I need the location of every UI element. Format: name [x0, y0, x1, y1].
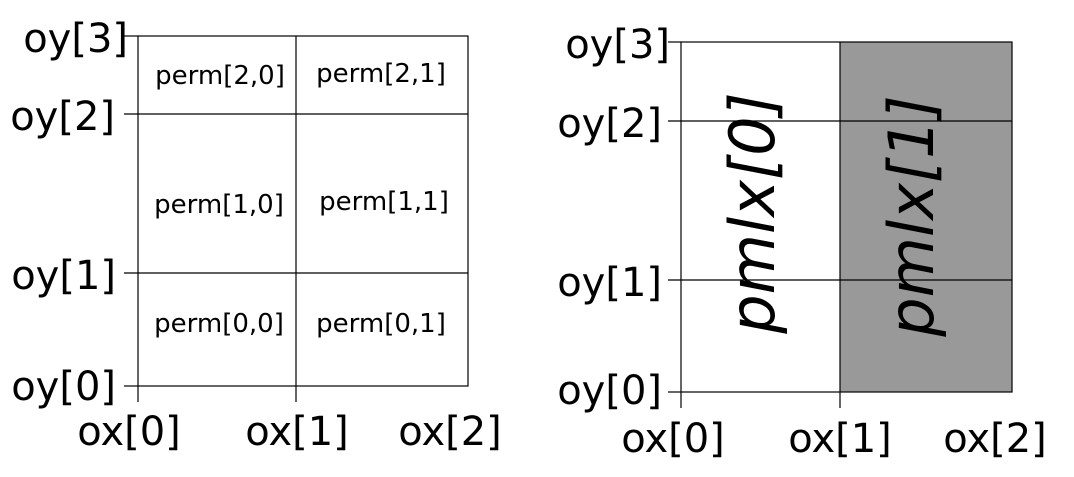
right-grid-border — [680, 41, 1013, 393]
left-x-label-1: ox[1] — [245, 409, 349, 455]
right-y-label-1: oy[1] — [557, 260, 662, 306]
column-label-pmlx-1: pmlx[1] — [875, 95, 948, 338]
cell-perm-0-1: perm[0,1] — [316, 309, 446, 339]
right-x-label-0: ox[0] — [621, 416, 725, 462]
right-x-label-2: ox[2] — [943, 416, 1047, 462]
left-x-label-0: ox[0] — [77, 409, 181, 455]
left-y-label-3: oy[3] — [23, 16, 128, 62]
cell-perm-0-0: perm[0,0] — [154, 309, 284, 339]
right-x-label-1: ox[1] — [788, 416, 892, 462]
left-x-label-2: ox[2] — [398, 409, 502, 455]
left-y-label-1: oy[1] — [11, 253, 116, 299]
right-y-label-0: oy[0] — [557, 368, 662, 414]
left-panel: oy[3] oy[2] oy[1] oy[0] ox[0] ox[1] ox[2… — [10, 16, 502, 455]
left-y-label-2: oy[2] — [10, 94, 115, 140]
shaded-column-pmlx-1 — [840, 42, 1012, 392]
left-y-label-0: oy[0] — [11, 364, 116, 410]
cell-perm-2-1: perm[2,1] — [316, 59, 446, 89]
cell-perm-2-0: perm[2,0] — [155, 61, 285, 91]
cell-perm-1-1: perm[1,1] — [319, 187, 449, 217]
right-y-label-3: oy[3] — [565, 22, 670, 68]
cell-perm-1-0: perm[1,0] — [154, 190, 284, 220]
left-grid-border — [137, 35, 469, 387]
right-y-label-2: oy[2] — [557, 101, 662, 147]
column-label-pmlx-0: pmlx[0] — [716, 92, 789, 335]
right-panel: oy[3] oy[2] oy[1] oy[0] ox[0] ox[1] ox[2… — [557, 22, 1047, 462]
